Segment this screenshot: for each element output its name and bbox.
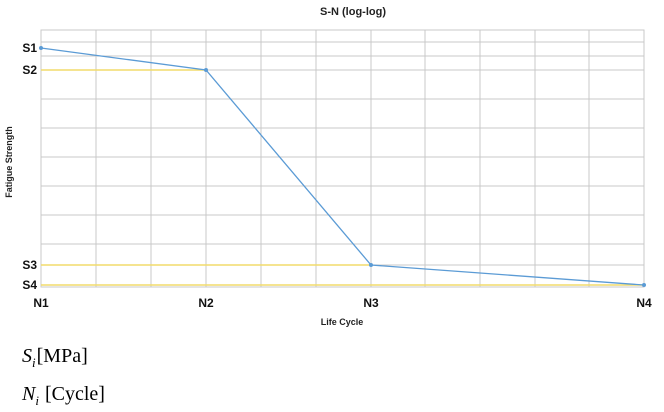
- y-tick-label: S2: [22, 63, 37, 77]
- x-tick-label: N2: [198, 296, 214, 310]
- data-point-n4: [642, 283, 646, 287]
- cycle-subscript: i: [35, 393, 39, 408]
- data-point-n2: [204, 68, 208, 72]
- unit-notes: Si[MPa] Ni [Cycle]: [22, 340, 322, 412]
- y-tick-label: S4: [22, 278, 37, 292]
- series: [39, 46, 646, 287]
- stress-unit-note: Si[MPa]: [22, 344, 88, 370]
- cycle-unit-note: Ni [Cycle]: [22, 382, 105, 408]
- data-point-n1: [39, 46, 43, 50]
- chart-title: S-N (log-log): [320, 6, 386, 18]
- stress-unit: [MPa]: [36, 345, 88, 367]
- sn-curve-line: [40, 47, 645, 286]
- x-tick-label: N3: [363, 296, 379, 310]
- plot-area: [40, 29, 645, 288]
- grid: [40, 29, 645, 288]
- stress-symbol: S: [22, 345, 32, 367]
- cycle-unit: [Cycle]: [39, 383, 105, 405]
- reference-lines: [41, 69, 644, 286]
- y-axis-title: Fatigue Strength: [4, 126, 14, 198]
- y-tick-label: S1: [22, 41, 37, 55]
- sn-chart: S-N (log-log) N1 N2 N3 N4 S1 S2 S3 S4 Life Cycl…: [4, 6, 652, 327]
- stress-subscript: i: [32, 355, 36, 370]
- y-tick-label: S3: [22, 258, 37, 272]
- x-tick-label: N4: [636, 296, 652, 310]
- x-tick-label: N1: [33, 296, 49, 310]
- x-axis-title: Life Cycle: [321, 317, 364, 327]
- tick-labels: N1 N2 N3 N4 S1 S2 S3 S4: [22, 41, 652, 310]
- cycle-symbol: N: [22, 383, 36, 405]
- data-point-n3: [369, 263, 373, 267]
